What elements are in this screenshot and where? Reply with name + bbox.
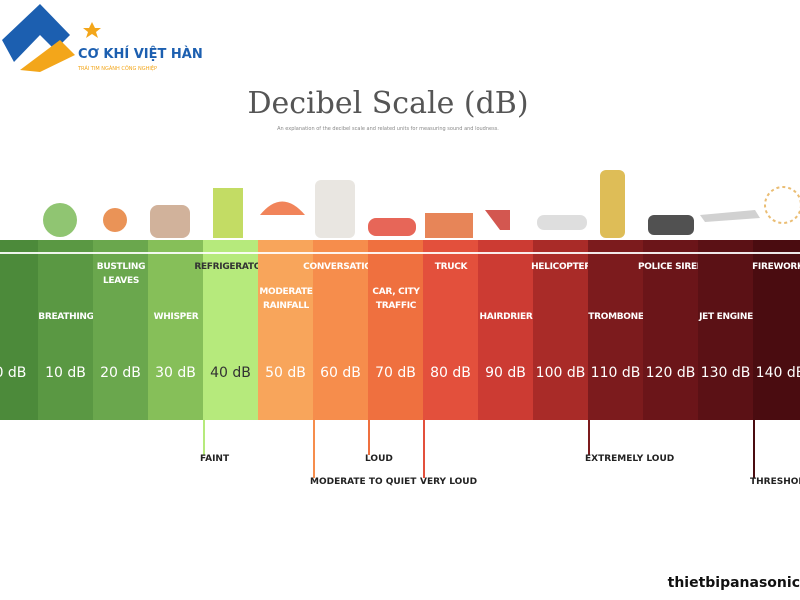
decibel-value: 30 dB (155, 365, 196, 381)
level-column: JET ENGINE 130 dB (698, 240, 753, 420)
level-column: BREATHING 10 dB (38, 240, 94, 420)
artwork (2, 4, 800, 238)
zone-line (313, 420, 315, 478)
sound-source: HAIRDRIER (479, 312, 533, 322)
sound-source: REFRIGERATOR (194, 262, 268, 272)
decibel-value: 90 dB (485, 365, 526, 381)
sound-source: WHISPER (153, 312, 199, 322)
zone-label: FAINT (200, 454, 230, 464)
decibel-value: 70 dB (375, 365, 416, 381)
zone-line (753, 420, 755, 478)
sound-source: BREATHING (38, 312, 94, 322)
sound-source: CONVERSATION (303, 262, 379, 272)
level-column: WHISPER 30 dB (148, 240, 203, 420)
zone-label: LOUD (365, 454, 393, 464)
zone-label: VERY LOUD (420, 477, 478, 487)
zone-label: EXTREMELY LOUD (585, 454, 675, 464)
level-column: TROMBONE 110 dB (588, 240, 644, 420)
sound-source: JET ENGINE (699, 312, 753, 322)
level-column: POLICE SIREN 120 dB (638, 240, 704, 420)
sound-source: TRUCK (434, 262, 468, 272)
level-column: REFRIGERATOR 40 dB (194, 240, 268, 420)
sound-source: BUSTLING LEAVES (96, 262, 146, 286)
sound-source: FIREWORKS (752, 262, 800, 272)
zone-line (588, 420, 590, 455)
zone-label: THRESHOLD (750, 477, 800, 487)
decibel-value: 120 dB (645, 365, 696, 381)
sound-source: CAR, CITY TRAFFIC (372, 287, 420, 311)
title: Decibel Scale (dB) (247, 86, 529, 121)
level-column: CAR, CITY TRAFFIC 70 dB (368, 240, 423, 420)
decibel-value: 10 dB (45, 365, 86, 381)
decibel-value: 80 dB (430, 365, 471, 381)
decibel-value: 20 dB (100, 365, 141, 381)
decibel-value: 110 dB (590, 365, 641, 381)
zone-line (368, 420, 370, 455)
divider (0, 252, 800, 254)
level-column: HELICOPTER 100 dB (531, 240, 591, 420)
decibel-value: 130 dB (700, 365, 751, 381)
decibel-value: 0 dB (0, 365, 27, 381)
level-column: HAIRDRIER 90 dB (478, 240, 533, 420)
level-column: CONVERSATION 60 dB (303, 240, 379, 420)
decibel-value: 40 dB (210, 365, 251, 381)
decibel-value: 60 dB (320, 365, 361, 381)
tagline: TRÁI TIM NGÀNH CÔNG NGHIỆP (78, 66, 158, 72)
decibel-value: 140 dB (755, 365, 800, 381)
sound-source: MODERATE RAINFALL (259, 287, 313, 311)
level-column: 0 dB (0, 240, 38, 420)
zone-line (203, 420, 205, 455)
level-column: BUSTLING LEAVES 20 dB (93, 240, 148, 420)
zone-line (423, 420, 425, 478)
decibel-value: 100 dB (535, 365, 586, 381)
sound-source: HELICOPTER (531, 262, 591, 272)
level-column: TRUCK 80 dB (423, 240, 478, 420)
level-column: FIREWORKS 140 dB (752, 240, 800, 420)
zone-label: MODERATE TO QUIET (310, 477, 417, 487)
sound-source: POLICE SIREN (637, 262, 705, 272)
level-column: MODERATE RAINFALL 50 dB (258, 240, 313, 420)
brand: CƠ KHÍ VIỆT HÀN (78, 47, 203, 62)
decibel-value: 50 dB (265, 365, 306, 381)
sound-source: TROMBONE (588, 312, 644, 322)
subtitle: An explanation of the decibel scale and … (277, 126, 499, 132)
watermark: thietbipanasonic (667, 575, 800, 591)
